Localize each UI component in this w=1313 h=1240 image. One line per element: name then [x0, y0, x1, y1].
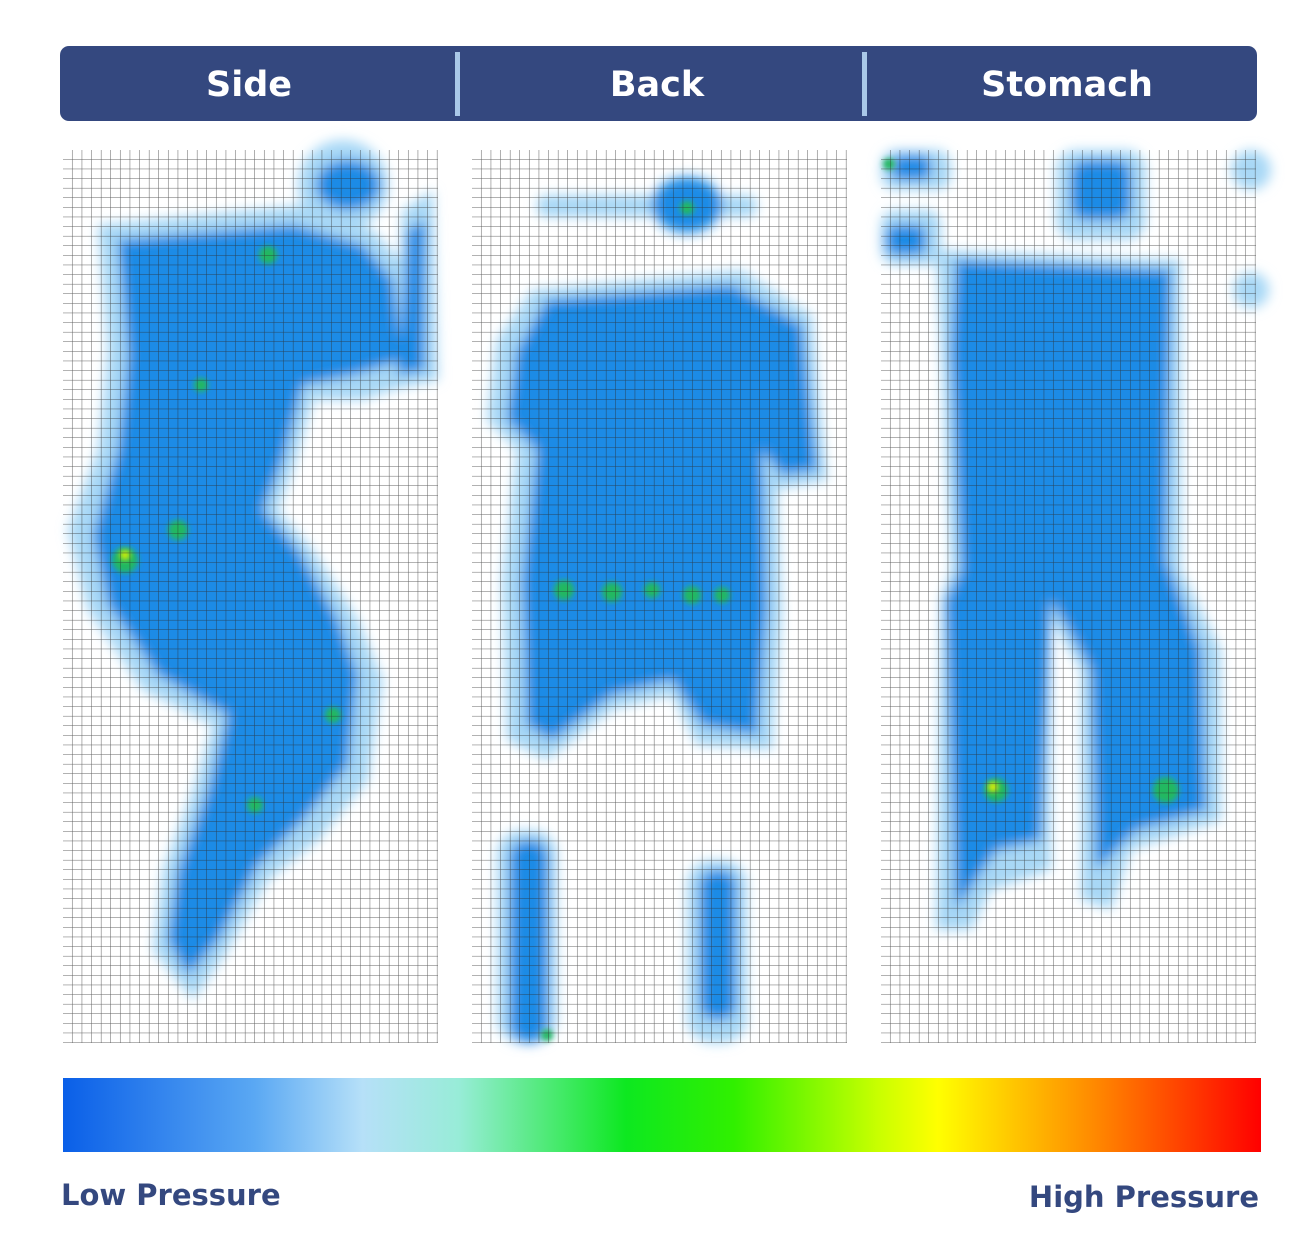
header-bar — [60, 46, 1257, 121]
stomach-pressure-map — [881, 150, 1271, 1043]
low-label: Low Pressure — [61, 1178, 281, 1212]
side-pressure-map — [63, 140, 438, 1043]
tab-divider — [455, 52, 460, 116]
pressure-scale — [63, 1078, 1261, 1152]
tab-label: Side — [206, 65, 292, 105]
back-pressure-map — [472, 150, 847, 1043]
tab-label: Stomach — [981, 65, 1153, 105]
high-label: High Pressure — [1029, 1180, 1259, 1214]
tab-divider — [862, 52, 867, 116]
tab-label: Back — [610, 65, 705, 105]
